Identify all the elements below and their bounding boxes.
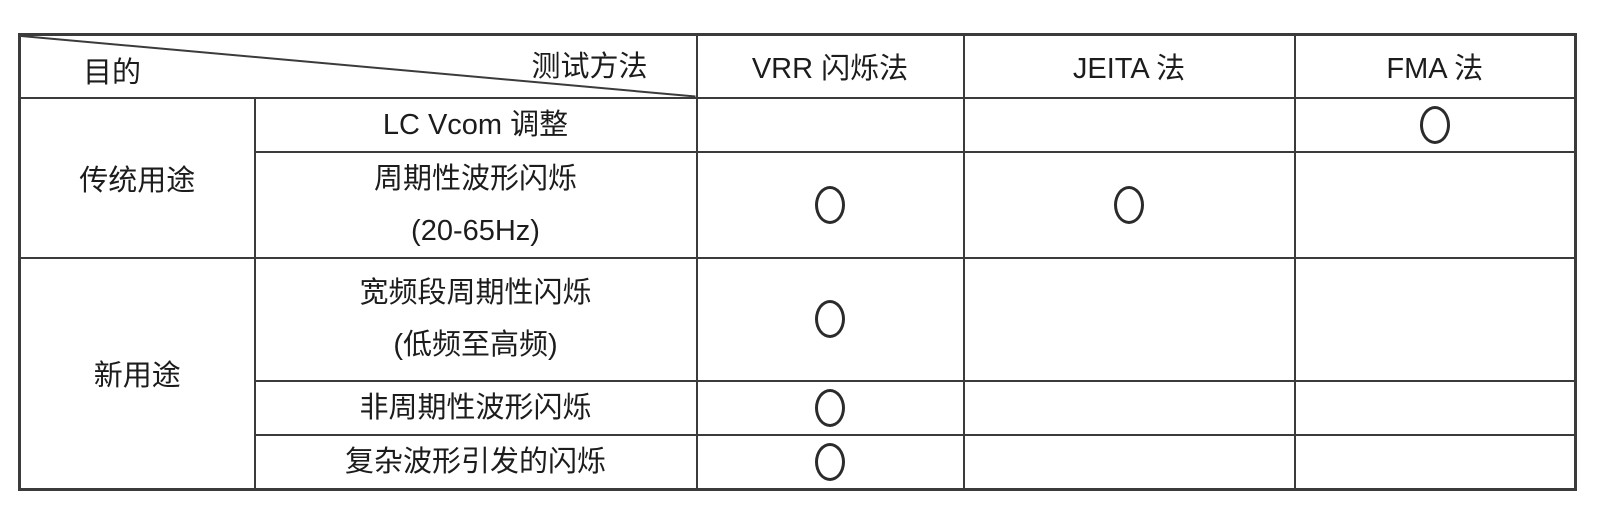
- mark-cell: [695, 96, 965, 153]
- purpose-label-line2: (20-65Hz): [411, 214, 540, 247]
- diagonal-line: [21, 36, 696, 97]
- mark-cell: [962, 433, 1296, 490]
- mark-cell: [1293, 96, 1577, 153]
- mark-cell: [962, 379, 1296, 436]
- mark-cell: [962, 96, 1296, 153]
- purpose-cell-nonperiodic: 非周期性波形闪烁: [253, 379, 698, 436]
- corner-cell: 测试方法 目的: [18, 33, 698, 99]
- purpose-cell-lc-vcom: LC Vcom 调整: [253, 96, 698, 153]
- purpose-label: 周期性波形闪烁: [373, 162, 577, 195]
- circle-mark: [1114, 185, 1144, 224]
- purpose-cell-periodic: 周期性波形闪烁 (20-65Hz): [253, 150, 698, 259]
- purpose-cell-complex: 复杂波形引发的闪烁: [253, 433, 698, 490]
- purpose-label: 非周期性波形闪烁: [359, 391, 592, 424]
- mark-cell: [695, 150, 965, 259]
- table-row: 周期性波形闪烁 (20-65Hz): [20, 150, 1577, 259]
- mark-cell: [1293, 150, 1577, 259]
- mark-cell: [962, 256, 1296, 382]
- purpose-label-line2: (低频至高频): [393, 329, 558, 361]
- circle-mark: [815, 442, 845, 481]
- purpose-cell-wideband: 宽频段周期性闪烁 (低频至高频): [253, 256, 698, 382]
- corner-label-purpose: 目的: [83, 56, 142, 89]
- group-cell-traditional: 传统用途: [18, 96, 256, 259]
- col-header-vrr: VRR 闪烁法: [695, 33, 965, 99]
- mark-cell: [1293, 256, 1577, 382]
- group-label: 新用途: [93, 360, 181, 392]
- header-row: 测试方法 目的 VRR 闪烁法 JEITA 法 FMA 法: [18, 33, 1577, 99]
- col-header-fma: FMA 法: [1293, 33, 1577, 99]
- mark-cell: [962, 150, 1296, 259]
- mark-cell: [695, 256, 965, 382]
- group-cell-new: 新用途: [18, 256, 256, 490]
- purpose-label: 宽频段周期性闪烁: [359, 277, 592, 309]
- circle-mark: [1419, 105, 1450, 144]
- circle-mark: [815, 388, 845, 427]
- group-label: 传统用途: [79, 164, 196, 197]
- table-row: 复杂波形引发的闪烁: [20, 433, 1577, 490]
- table-row: 非周期性波形闪烁: [20, 379, 1577, 436]
- mark-cell: [695, 379, 965, 436]
- corner-label-method: 测试方法: [531, 51, 648, 83]
- col-header-jeita: JEITA 法: [962, 33, 1296, 99]
- circle-mark: [815, 185, 845, 224]
- table-row: 新用途 宽频段周期性闪烁 (低频至高频): [18, 256, 1577, 490]
- table-row: 传统用途 LC Vcom 调整: [18, 96, 1577, 259]
- mark-cell: [1293, 433, 1577, 490]
- purpose-label: LC Vcom 调整: [382, 108, 569, 141]
- circle-mark: [815, 300, 845, 338]
- purpose-label: 复杂波形引发的闪烁: [344, 445, 606, 478]
- mark-cell: [695, 433, 965, 490]
- flicker-test-method-table: 测试方法 目的 VRR 闪烁法 JEITA 法 FMA 法 传统用途 LC Vc…: [18, 33, 1577, 491]
- mark-cell: [1293, 379, 1577, 436]
